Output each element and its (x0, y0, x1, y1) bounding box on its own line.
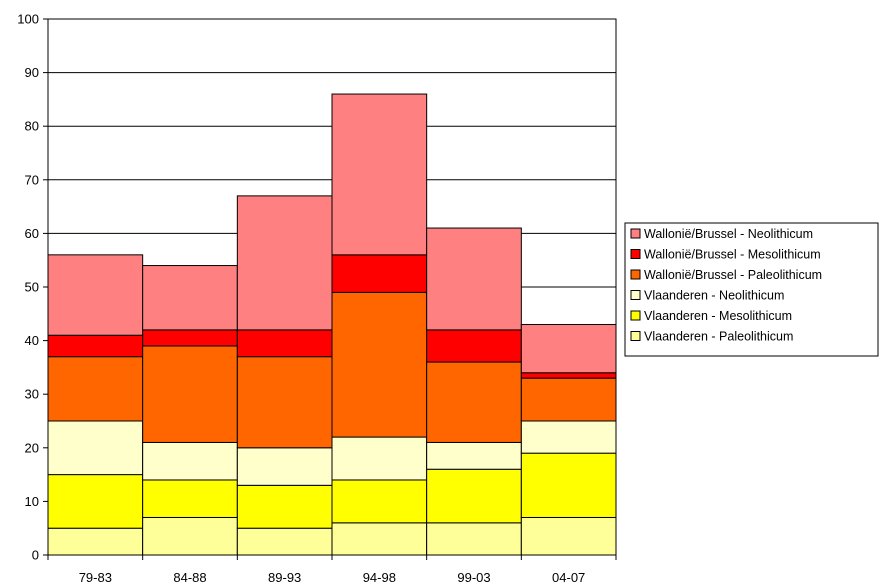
x-tick-label: 89-93 (268, 570, 301, 585)
bar-segment (426, 361, 522, 443)
bar-segment (47, 356, 144, 422)
y-tick-label: 90 (25, 65, 39, 80)
y-tick-label: 40 (25, 333, 39, 348)
bar-segment (236, 484, 333, 529)
legend-swatch (630, 249, 641, 259)
bar-segment (47, 474, 144, 529)
bar-segment (142, 345, 238, 443)
bar-segment (331, 291, 428, 438)
x-tick-label: 84-88 (173, 570, 206, 585)
x-axis-ticks: 79-83 84-88 89-93 94-98 99-03 04-07 (47, 555, 617, 585)
bar-segment (426, 329, 522, 363)
bar-segment (47, 420, 144, 476)
y-tick-label: 10 (25, 494, 39, 509)
bar-segment (520, 452, 617, 518)
x-tick-label: 94-98 (363, 570, 396, 585)
y-tick-label: 50 (25, 280, 39, 295)
bar-segment (520, 372, 617, 379)
y-tick-label: 30 (25, 387, 39, 402)
bar-segment (142, 479, 238, 518)
bar-segment (520, 420, 617, 454)
bar-segment (142, 265, 238, 331)
x-tick-label: 99-03 (457, 570, 490, 585)
bar-segment (520, 324, 617, 374)
x-tick-label: 79-83 (79, 570, 112, 585)
legend: Wallonië/Brussel - Neolithicum Wallonië/B… (624, 222, 879, 357)
legend-items: Wallonië/Brussel - Neolithicum Wallonië/B… (630, 227, 822, 344)
x-tick-label: 04-07 (552, 570, 585, 585)
bar-segment (520, 377, 617, 422)
legend-label: Wallonië/Brussel - Mesolithicum (644, 248, 821, 262)
bar-segment (142, 441, 238, 481)
bar-segment (142, 516, 238, 556)
bar-segment (236, 527, 333, 556)
legend-swatch (630, 290, 641, 300)
bar-segment (236, 356, 333, 449)
legend-swatch (630, 228, 641, 239)
bar-segment (47, 254, 144, 336)
legend-swatch (630, 331, 641, 341)
bar-segment (331, 479, 428, 524)
legend-swatch (630, 269, 641, 280)
legend-label: Vlaanderen - Neolithicum (644, 289, 784, 303)
bar-segment (236, 447, 333, 486)
legend-label: Vlaanderen - Paleolithicum (644, 330, 793, 344)
bar-segment (331, 254, 428, 293)
bar-segment (426, 522, 522, 556)
bar-segment (47, 527, 144, 556)
bars (47, 93, 617, 556)
y-axis-ticks: 0 10 20 30 40 50 60 70 80 90 100 (17, 12, 48, 563)
bar-segment (236, 329, 333, 358)
bar-segment (426, 227, 522, 331)
bar-segment (331, 436, 428, 481)
y-tick-label: 60 (25, 226, 39, 241)
legend-frame (624, 222, 879, 357)
legend-label: Wallonië/Brussel - Neolithicum (644, 227, 813, 241)
y-tick-label: 70 (25, 172, 39, 187)
bar-segment (142, 329, 238, 347)
y-tick-label: 20 (25, 440, 39, 455)
legend-label: Wallonië/Brussel - Paleolithicum (644, 268, 822, 282)
y-tick-label: 0 (32, 548, 39, 563)
y-tick-label: 80 (25, 119, 39, 134)
legend-swatch (630, 310, 641, 321)
bar-segment (331, 93, 428, 256)
legend-label: Vlaanderen - Mesolithicum (644, 309, 792, 323)
bar-segment (236, 195, 333, 331)
y-tick-label: 100 (17, 12, 39, 27)
bar-segment (426, 441, 522, 470)
bar-segment (426, 468, 522, 524)
bar-segment (47, 334, 144, 358)
bar-segment (520, 516, 617, 556)
bar-segment (331, 522, 428, 556)
